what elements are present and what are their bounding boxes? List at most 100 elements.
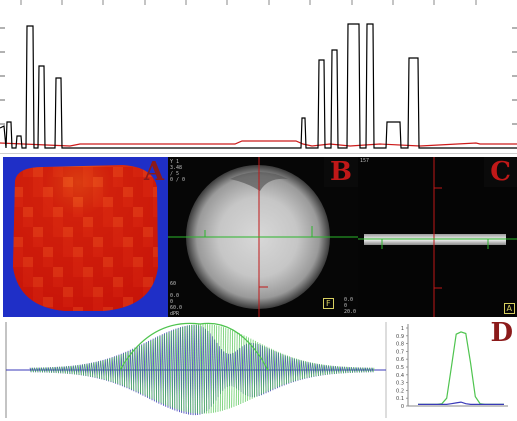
- panel-a-pixel: [43, 197, 53, 207]
- panel-a-pixel: [63, 247, 73, 257]
- oscillation-green-stroke: [110, 357, 113, 382]
- oscillation-green-stroke: [317, 363, 320, 376]
- panel-a-pixel: [143, 187, 153, 197]
- panel-a-pixel: [53, 297, 63, 307]
- panel-a-pixel: [133, 237, 143, 247]
- oscillation-green-stroke: [117, 355, 120, 384]
- oscillation-green-stroke: [39, 367, 42, 373]
- oscillation-green-stroke: [208, 324, 211, 414]
- panel-a-pixel: [153, 187, 158, 197]
- oscillation-green-stroke: [349, 367, 352, 373]
- oscillation-green-stroke: [263, 345, 265, 394]
- oscillation-green-stroke: [135, 347, 138, 392]
- oscillation-green-stroke: [363, 367, 366, 373]
- panel-a-pixel: [53, 257, 63, 267]
- panel-a-pixel: [33, 267, 43, 277]
- oscillation-green-stroke: [181, 327, 183, 411]
- panel-a-pixel: [73, 187, 83, 197]
- oscillation-plot: [0, 318, 388, 421]
- panel-a-pixel: [23, 247, 33, 257]
- panel-a-pixel: [73, 217, 83, 227]
- oscillation-green-stroke: [30, 367, 33, 373]
- panel-a-pixel: [23, 267, 33, 277]
- panel-a-pixel: [123, 307, 133, 311]
- panel-a-pixel: [123, 207, 133, 217]
- oscillation-green-stroke: [96, 361, 99, 378]
- oscillation-green-stroke: [265, 346, 268, 393]
- panel-a-pixel: [33, 257, 43, 267]
- panel-a-pixel: [23, 287, 33, 297]
- oscillation-green-stroke: [260, 344, 263, 395]
- panel-a-pixel: [133, 267, 143, 277]
- oscillation-green-stroke: [55, 366, 58, 373]
- oscillation-green-stroke: [292, 357, 295, 382]
- panel-a-pixel: [93, 217, 103, 227]
- panel-c-orientation-tag: A: [503, 303, 515, 314]
- panel-a-pixel: [93, 237, 103, 247]
- oscillation-green-stroke: [283, 354, 286, 385]
- oscillation-green-stroke: [372, 367, 375, 373]
- panel-a-pixel: [53, 267, 63, 277]
- top-plot-ticks: [0, 0, 517, 125]
- panel-a-pixel: [143, 257, 153, 267]
- panel-c-readout-top: 157: [360, 158, 370, 164]
- panel-a-pixel: [153, 197, 158, 207]
- oscillation-green-stroke: [178, 327, 181, 411]
- oscillation-green-stroke: [156, 337, 158, 401]
- panel-a-pixel: [93, 187, 103, 197]
- oscillation-green-stroke: [87, 363, 90, 377]
- panel-a-pixel: [143, 237, 153, 247]
- panel-a-pixel: [73, 177, 83, 187]
- oscillation-green-stroke: [62, 366, 65, 374]
- panel-a-pixel: [13, 177, 23, 187]
- panel-a-pixel: [113, 257, 123, 267]
- panel-a-pixel: [103, 207, 113, 217]
- panel-a-pixel: [113, 217, 123, 227]
- panel-a-pixel: [23, 257, 33, 267]
- panel-a-pixel: [23, 277, 33, 287]
- panel-b-image-viewer: Y 1 3.48 / 5 0 / 0 60 0.0 0 60.0 dPR 0.0…: [168, 157, 358, 317]
- panel-a-pixel: [63, 167, 73, 177]
- panel-a-pixel: [13, 227, 23, 237]
- oscillation-green-stroke: [213, 324, 215, 413]
- panel-a-pixel: [103, 177, 113, 187]
- panel-d-y-tick-label: 0.4: [396, 373, 404, 379]
- panel-a-pixel: [123, 277, 133, 287]
- panel-a-pixel: [103, 187, 113, 197]
- panel-a-pixel: [93, 177, 103, 187]
- oscillation-green-stroke: [176, 328, 179, 410]
- black-profile-trace: [0, 23, 517, 149]
- panel-a-pixel: [13, 307, 23, 311]
- oscillation-green-stroke: [192, 324, 195, 414]
- panel-a-pixel: [143, 247, 153, 257]
- panel-b-readout-mid: 60: [170, 281, 177, 287]
- oscillation-green-stroke: [203, 324, 206, 414]
- oscillation-green-stroke: [304, 361, 306, 379]
- oscillation-green-stroke: [133, 348, 135, 391]
- panel-a-pixel: [143, 267, 153, 277]
- panel-a-pixel: [63, 217, 73, 227]
- oscillation-green-stroke: [356, 367, 359, 373]
- oscillation-green-stroke: [146, 342, 149, 397]
- panel-a-pixel: [53, 247, 63, 257]
- oscillation-green-stroke: [165, 333, 167, 405]
- oscillation-green-stroke: [92, 362, 94, 377]
- oscillation-green-stroke: [162, 334, 165, 404]
- panel-a-pixel: [133, 187, 143, 197]
- oscillation-green-stroke: [235, 332, 238, 406]
- oscillation-green-stroke: [324, 364, 327, 375]
- oscillation-green-stroke: [238, 333, 240, 405]
- panel-a-pixel: [53, 277, 63, 287]
- panel-a-pixel: [53, 187, 63, 197]
- oscillation-green-stroke: [142, 344, 145, 395]
- oscillation-green-stroke: [270, 348, 272, 391]
- panel-a-pixel: [73, 287, 83, 297]
- panel-a-pixel: [113, 197, 123, 207]
- panel-a-pixel: [123, 237, 133, 247]
- panel-a-pixel: [63, 227, 73, 237]
- panel-a-pixel: [93, 227, 103, 237]
- panel-a-pixel: [43, 207, 53, 217]
- oscillation-green-stroke: [322, 364, 325, 376]
- panel-a-pixel: [73, 197, 83, 207]
- panel-a-pixel: [83, 287, 93, 297]
